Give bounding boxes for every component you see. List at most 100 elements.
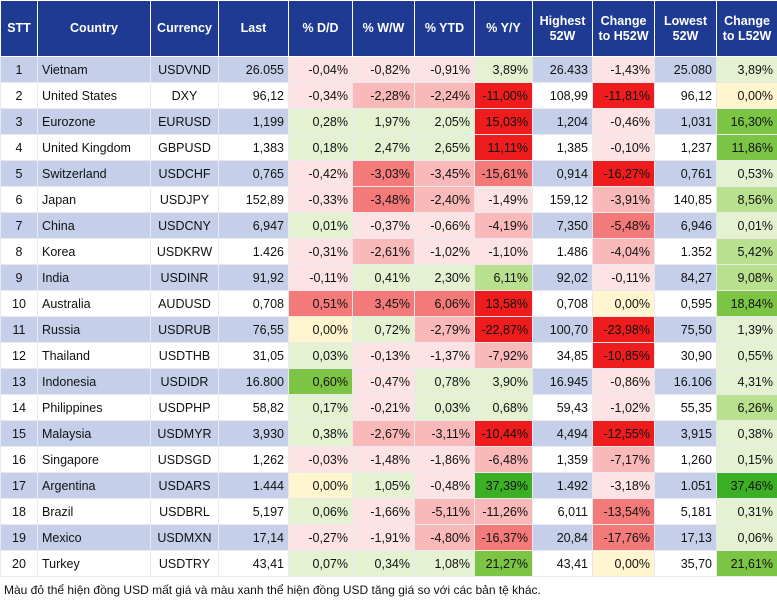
table-cell: -10,44% xyxy=(475,421,533,447)
table-cell: 16.800 xyxy=(219,369,289,395)
table-cell: -2,24% xyxy=(415,83,475,109)
table-cell: -1,02% xyxy=(415,239,475,265)
table-cell: 6,06% xyxy=(415,291,475,317)
table-cell: 20 xyxy=(1,551,38,577)
table-cell: -3,48% xyxy=(353,187,415,213)
table-cell: -1,86% xyxy=(415,447,475,473)
table-cell: 0,00% xyxy=(593,291,655,317)
table-cell: USDBRL xyxy=(151,499,219,525)
table-cell: -5,11% xyxy=(415,499,475,525)
table-cell: India xyxy=(38,265,151,291)
table-cell: 91,92 xyxy=(219,265,289,291)
table-cell: -0,34% xyxy=(289,83,353,109)
table-cell: 25.080 xyxy=(655,57,717,83)
header-cell: % Y/Y xyxy=(475,1,533,57)
table-cell: 0,78% xyxy=(415,369,475,395)
table-cell: USDTRY xyxy=(151,551,219,577)
header-cell: % D/D xyxy=(289,1,353,57)
table-cell: 6,946 xyxy=(655,213,717,239)
table-cell: China xyxy=(38,213,151,239)
table-cell: -3,18% xyxy=(593,473,655,499)
table-cell: -2,79% xyxy=(415,317,475,343)
table-cell: 5,42% xyxy=(717,239,777,265)
table-cell: 0,38% xyxy=(289,421,353,447)
table-cell: 8 xyxy=(1,239,38,265)
table-cell: 0,72% xyxy=(353,317,415,343)
table-cell: 35,70 xyxy=(655,551,717,577)
table-cell: 10 xyxy=(1,291,38,317)
table-cell: -0,21% xyxy=(353,395,415,421)
table-cell: 75,50 xyxy=(655,317,717,343)
table-cell: -6,48% xyxy=(475,447,533,473)
table-cell: -0,48% xyxy=(415,473,475,499)
table-cell: 11,11% xyxy=(475,135,533,161)
table-cell: 0,28% xyxy=(289,109,353,135)
table-cell: 11 xyxy=(1,317,38,343)
table-cell: 6,11% xyxy=(475,265,533,291)
table-cell: 0,60% xyxy=(289,369,353,395)
header-cell: Highest 52W xyxy=(533,1,593,57)
table-cell: 3 xyxy=(1,109,38,135)
table-cell: 2,47% xyxy=(353,135,415,161)
table-cell: 43,41 xyxy=(533,551,593,577)
table-cell: 6,947 xyxy=(219,213,289,239)
table-cell: 7,350 xyxy=(533,213,593,239)
header-cell: Country xyxy=(38,1,151,57)
table-cell: 6,011 xyxy=(533,499,593,525)
table-cell: -4,80% xyxy=(415,525,475,551)
table-cell: 3,930 xyxy=(219,421,289,447)
table-cell: -2,28% xyxy=(353,83,415,109)
table-cell: 1,031 xyxy=(655,109,717,135)
table-cell: 18,84% xyxy=(717,291,777,317)
table-cell: 3,90% xyxy=(475,369,533,395)
table-cell: -22,87% xyxy=(475,317,533,343)
table-cell: -0,46% xyxy=(593,109,655,135)
table-cell: USDPHP xyxy=(151,395,219,421)
table-cell: 0,00% xyxy=(289,473,353,499)
table-cell: 0,00% xyxy=(593,551,655,577)
header-cell: STT xyxy=(1,1,38,57)
table-cell: USDARS xyxy=(151,473,219,499)
table-cell: 17,14 xyxy=(219,525,289,551)
table-cell: -2,67% xyxy=(353,421,415,447)
table-cell: -3,91% xyxy=(593,187,655,213)
table-cell: -0,04% xyxy=(289,57,353,83)
table-cell: -0,11% xyxy=(593,265,655,291)
table-cell: 3,915 xyxy=(655,421,717,447)
table-cell: 14 xyxy=(1,395,38,421)
table-cell: 0,03% xyxy=(289,343,353,369)
table-cell: 9 xyxy=(1,265,38,291)
table-cell: 6 xyxy=(1,187,38,213)
table-cell: -4,19% xyxy=(475,213,533,239)
table-cell: -16,37% xyxy=(475,525,533,551)
table-cell: 37,46% xyxy=(717,473,777,499)
table-cell: 3,89% xyxy=(717,57,777,83)
table-cell: 11,86% xyxy=(717,135,777,161)
table-cell: 76,55 xyxy=(219,317,289,343)
table-cell: -15,61% xyxy=(475,161,533,187)
table-cell: -0,11% xyxy=(289,265,353,291)
table-cell: -13,54% xyxy=(593,499,655,525)
table-cell: 12 xyxy=(1,343,38,369)
table-cell: USDKRW xyxy=(151,239,219,265)
table-cell: -0,13% xyxy=(353,343,415,369)
table-cell: 1,97% xyxy=(353,109,415,135)
table-cell: -0,91% xyxy=(415,57,475,83)
table-cell: 1,05% xyxy=(353,473,415,499)
table-cell: 152,89 xyxy=(219,187,289,213)
table-cell: 3,45% xyxy=(353,291,415,317)
table-cell: -1,66% xyxy=(353,499,415,525)
table-cell: United States xyxy=(38,83,151,109)
table-cell: -17,76% xyxy=(593,525,655,551)
table-cell: 43,41 xyxy=(219,551,289,577)
table-cell: Brazil xyxy=(38,499,151,525)
table-cell: 0,17% xyxy=(289,395,353,421)
table-cell: -11,26% xyxy=(475,499,533,525)
table-cell: 1.426 xyxy=(219,239,289,265)
